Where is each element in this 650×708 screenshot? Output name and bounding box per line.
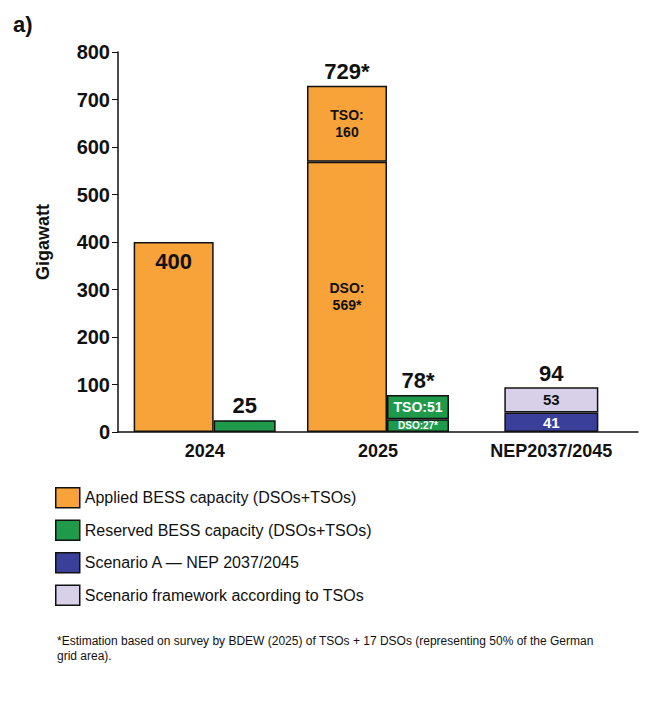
- svg-text:729*: 729*: [324, 59, 370, 84]
- svg-text:0: 0: [99, 421, 110, 443]
- svg-text:25: 25: [232, 393, 256, 418]
- svg-text:400: 400: [155, 249, 192, 274]
- svg-text:Gigawatt: Gigawatt: [33, 204, 53, 280]
- svg-text:DSO:: DSO:: [330, 280, 365, 296]
- svg-text:78*: 78*: [401, 368, 434, 393]
- svg-text:2025: 2025: [358, 441, 398, 461]
- svg-text:569*: 569*: [333, 297, 362, 313]
- svg-text:Scenario framework according t: Scenario framework according to TSOs: [85, 587, 364, 604]
- svg-text:2024: 2024: [185, 441, 225, 461]
- svg-text:grid area).: grid area).: [57, 649, 112, 663]
- svg-text:300: 300: [77, 279, 110, 301]
- svg-text:TSO:: TSO:: [330, 107, 363, 123]
- svg-text:600: 600: [77, 136, 110, 158]
- svg-text:Applied BESS capacity (DSOs+TS: Applied BESS capacity (DSOs+TSOs): [85, 489, 357, 506]
- svg-text:Scenario A — NEP 2037/2045: Scenario A — NEP 2037/2045: [85, 554, 299, 571]
- svg-text:53: 53: [543, 391, 560, 408]
- svg-text:200: 200: [77, 326, 110, 348]
- svg-text:700: 700: [77, 89, 110, 111]
- svg-text:NEP2037/2045: NEP2037/2045: [490, 441, 612, 461]
- svg-text:500: 500: [77, 184, 110, 206]
- svg-text:800: 800: [77, 41, 110, 63]
- svg-text:Reserved BESS capacity (DSOs+T: Reserved BESS capacity (DSOs+TSOs): [85, 522, 372, 539]
- svg-text:DSO:27*: DSO:27*: [398, 420, 438, 431]
- svg-text:400: 400: [77, 231, 110, 253]
- svg-text:94: 94: [539, 361, 564, 386]
- svg-text:a): a): [13, 12, 33, 37]
- svg-text:100: 100: [77, 374, 110, 396]
- svg-text:TSO:51: TSO:51: [393, 399, 442, 415]
- svg-text:160: 160: [335, 124, 359, 140]
- svg-text:*Estimation based on survey by: *Estimation based on survey by BDEW (202…: [57, 634, 597, 648]
- svg-text:41: 41: [543, 414, 560, 431]
